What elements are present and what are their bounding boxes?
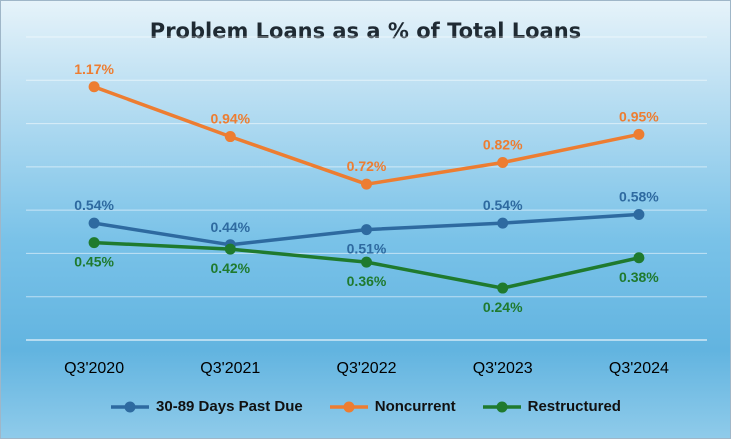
legend-swatch-icon: [482, 401, 521, 412]
past-due-data-label: 0.54%: [74, 197, 114, 213]
past-due-data-label: 0.54%: [483, 197, 523, 213]
noncurrent-data-label: 1.17%: [74, 61, 114, 77]
past-due-point: [88, 217, 100, 229]
past-due-data-label: 0.58%: [619, 188, 659, 204]
legend-item-noncurrent: Noncurrent: [329, 398, 456, 415]
legend-swatch-icon: [111, 401, 150, 412]
noncurrent-point: [224, 131, 236, 143]
x-tick-label: Q3'2024: [609, 360, 669, 377]
restructured-data-label: 0.42%: [210, 260, 250, 276]
x-tick-label: Q3'2023: [473, 360, 533, 377]
noncurrent-point: [361, 178, 372, 190]
legend-item-restructured: Restructured: [482, 398, 621, 415]
restructured-point: [633, 252, 645, 264]
x-tick-label: Q3'2021: [200, 360, 260, 377]
legend-label: Noncurrent: [374, 398, 456, 415]
restructured-point: [88, 237, 100, 249]
legend-swatch-icon: [329, 401, 368, 412]
restructured-point: [224, 243, 236, 255]
restructured-data-label: 0.38%: [619, 269, 659, 285]
noncurrent-data-label: 0.82%: [483, 137, 523, 153]
noncurrent-point: [633, 128, 645, 140]
legend-label: Restructured: [527, 398, 621, 415]
restructured-point: [497, 282, 509, 294]
restructured-data-label: 0.45%: [74, 254, 114, 270]
past-due-point: [361, 224, 372, 236]
noncurrent-point: [88, 81, 100, 93]
restructured-data-label: 0.36%: [347, 273, 387, 289]
chart-title: Problem Loans as a % of Total Loans: [149, 19, 582, 43]
legend-item-past-due: 30-89 Days Past Due: [110, 398, 303, 415]
past-due-point: [497, 217, 509, 229]
noncurrent-point: [497, 157, 509, 169]
restructured-point: [361, 256, 372, 268]
noncurrent-data-label: 0.72%: [347, 158, 387, 174]
x-tick-label: Q3'2022: [337, 360, 397, 377]
past-due-data-label: 0.44%: [210, 219, 250, 235]
x-tick-label: Q3'2020: [64, 360, 124, 377]
noncurrent-data-label: 0.95%: [619, 108, 659, 124]
past-due-point: [633, 208, 645, 220]
past-due-data-label: 0.51%: [347, 241, 387, 257]
legend: 30-89 Days Past Due Noncurrent Restructure…: [1, 398, 730, 415]
legend-label: 30-89 Days Past Due: [156, 398, 303, 415]
restructured-data-label: 0.24%: [483, 299, 523, 315]
noncurrent-data-label: 0.94%: [210, 111, 250, 127]
